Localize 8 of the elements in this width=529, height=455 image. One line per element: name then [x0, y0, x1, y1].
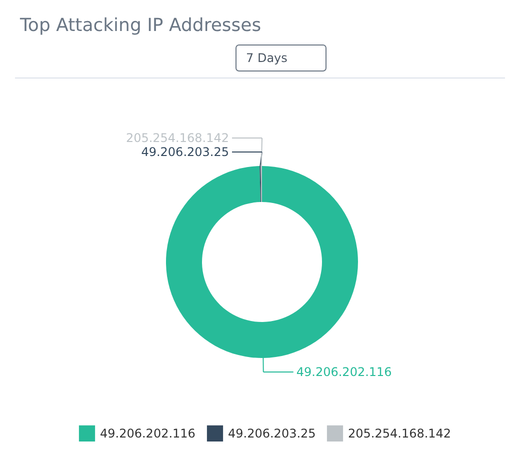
- chart-title: Top Attacking IP Addresses: [19, 15, 262, 36]
- legend-label: 49.206.202.116: [100, 426, 196, 440]
- slice-label: 205.254.168.142: [126, 131, 229, 146]
- text: 7 Days: [246, 51, 288, 65]
- legend-label: 205.254.168.142: [348, 426, 452, 440]
- slice-label: 49.206.202.116: [296, 364, 392, 379]
- legend-label: 49.206.203.25: [228, 426, 316, 440]
- slice-label: 49.206.203.25: [141, 145, 229, 160]
